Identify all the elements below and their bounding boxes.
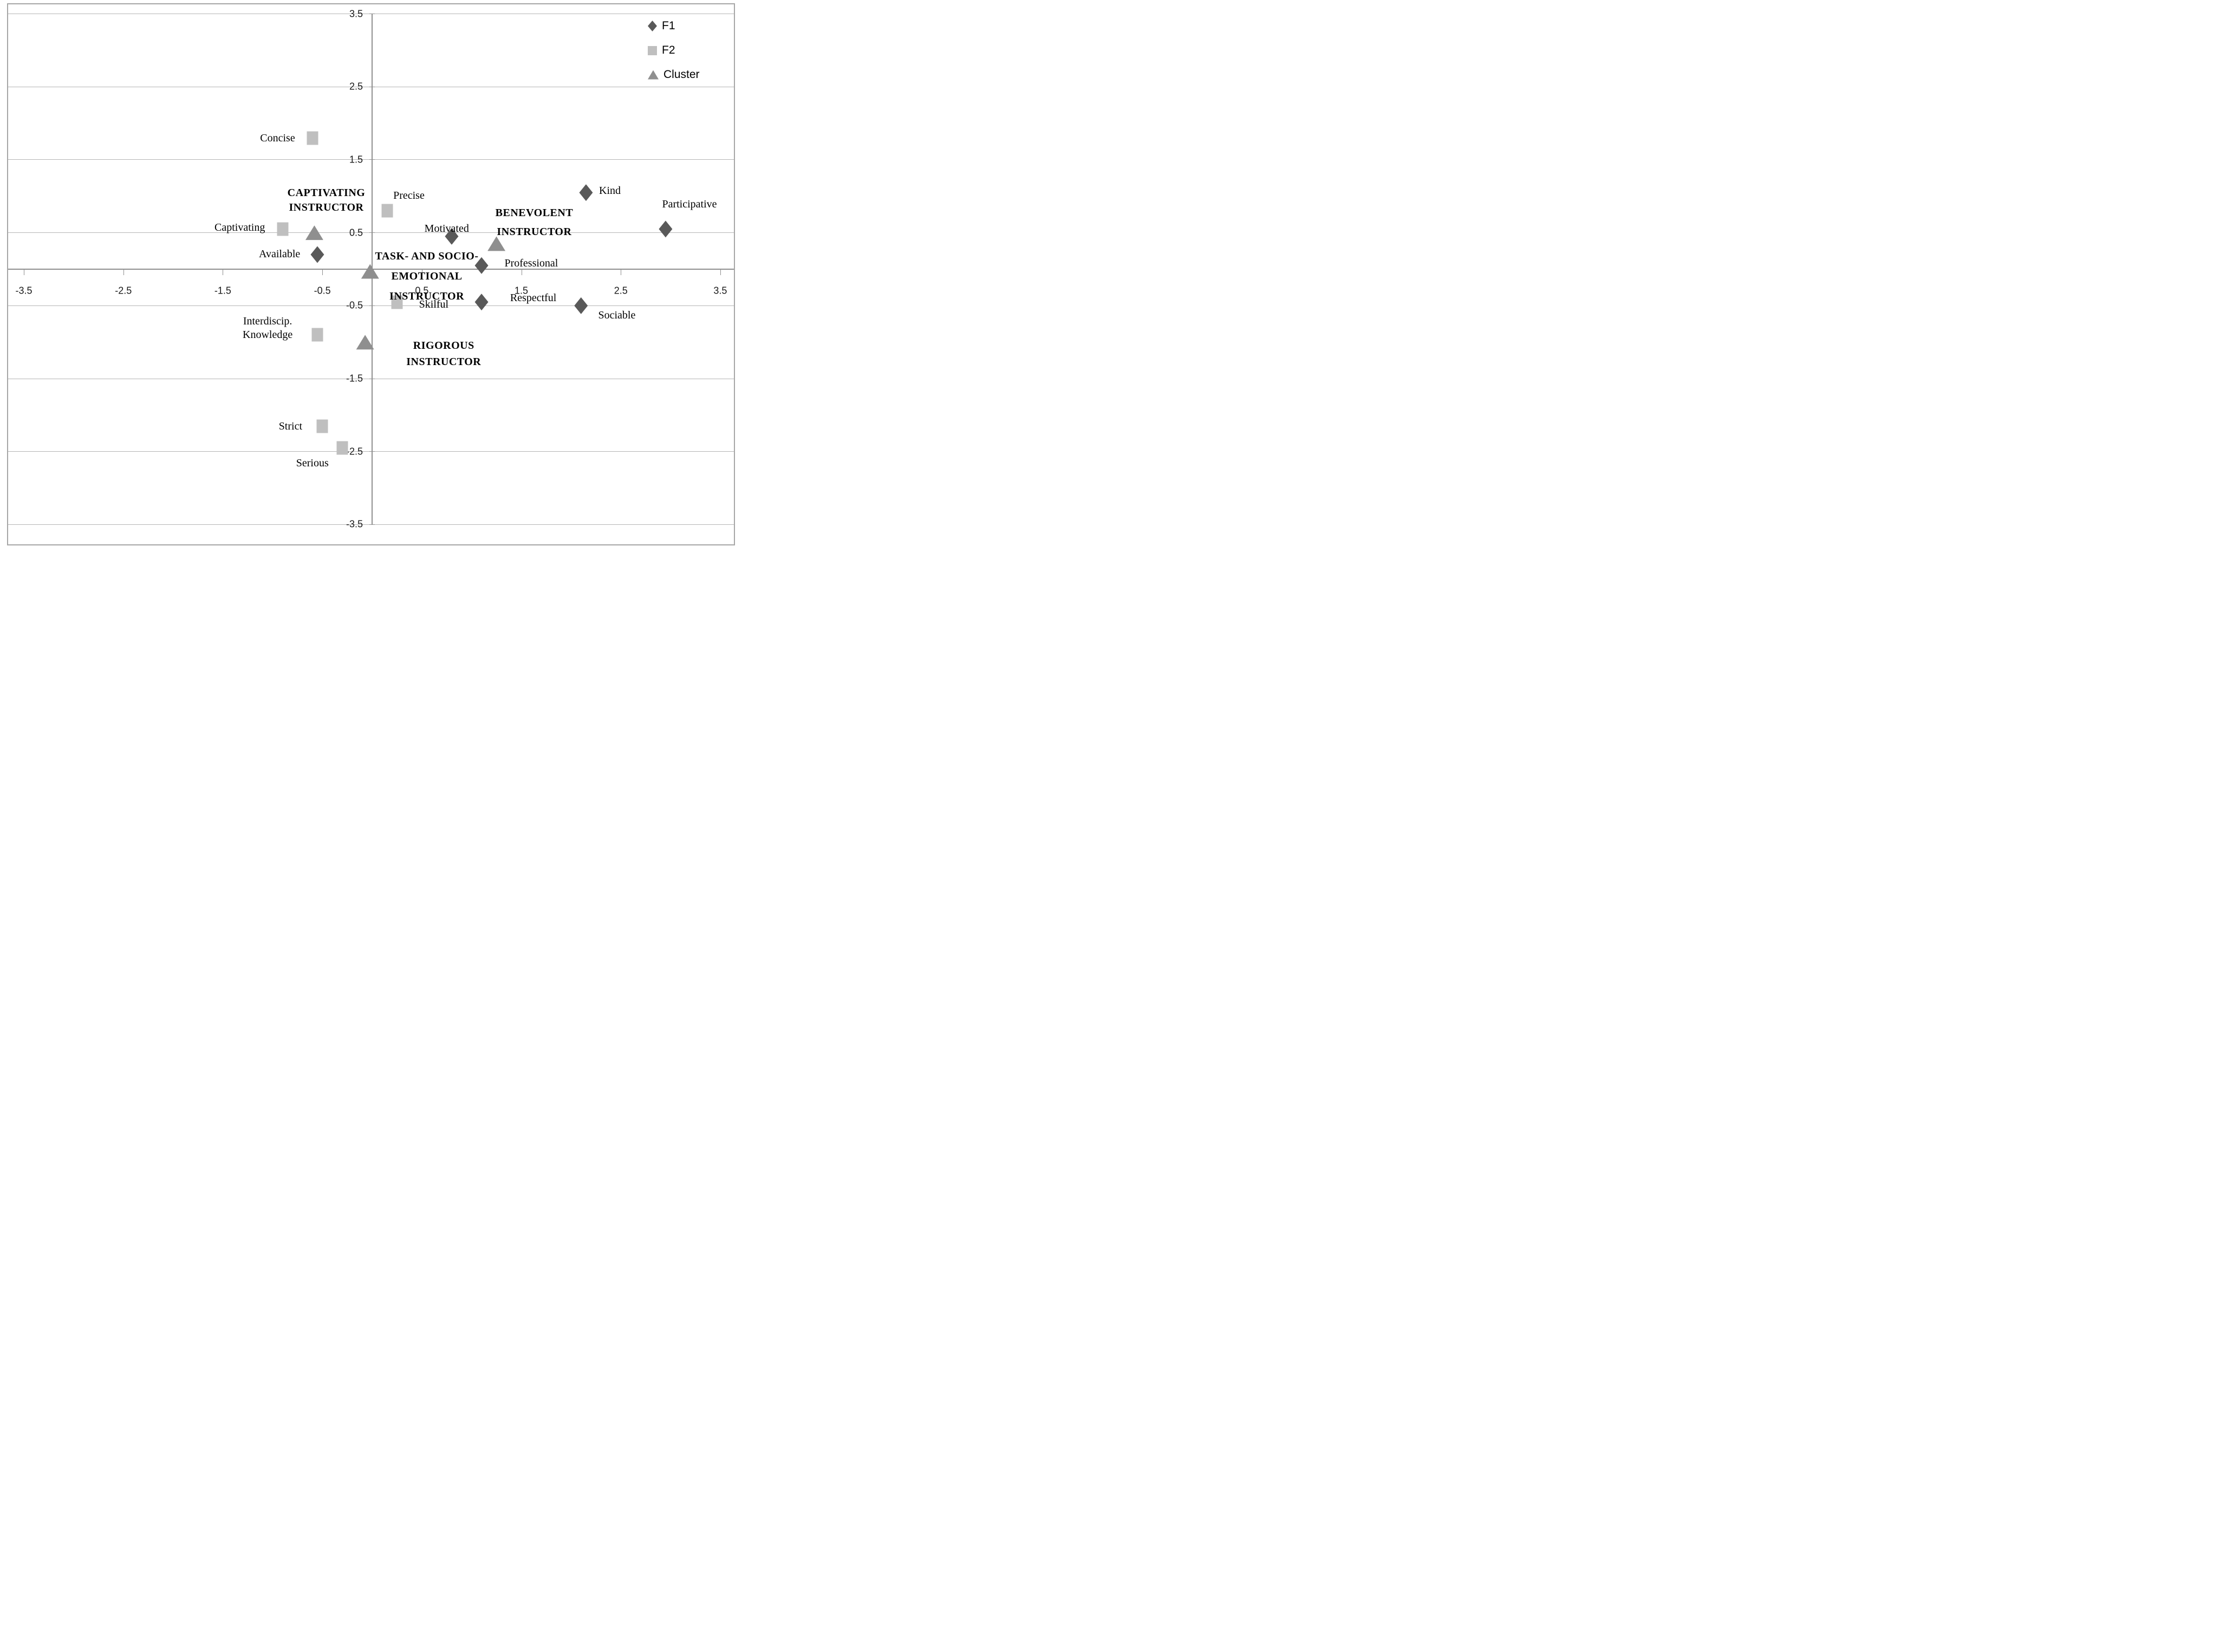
x-tick-label: 3.5 [713,285,727,296]
cluster-annotation: INSTRUCTOR [389,290,465,302]
y-tick-label: 2.5 [349,81,363,92]
point-label: Professional [504,257,558,270]
x-tick-label: -2.5 [115,285,132,296]
legend-label-f1: F1 [662,19,675,32]
f2-point-marker [336,441,348,455]
f2-point-marker [391,295,403,309]
point-label: Kind [599,184,621,197]
y-tick-label: 1.5 [349,154,363,165]
point-label: Sociable [598,309,636,321]
f2-point-marker [311,328,323,342]
x-axis-tick [720,269,721,275]
y-tick-label: 0.5 [349,227,363,238]
point-label: Concise [260,132,295,144]
x-tick-label: -3.5 [15,285,32,296]
legend-label-cluster: Cluster [663,68,700,81]
point-label: Skilful [419,298,449,310]
f1-diamond-icon [648,21,657,31]
cluster-triangle-icon [648,70,659,80]
point-label: Participative [662,198,717,211]
chart-border [7,3,735,545]
cluster-annotation: INSTRUCTOR [497,226,572,238]
point-label: Captivating [214,222,265,234]
x-tick-label: 1.5 [515,285,529,296]
cluster-annotation: RIGOROUS [413,340,474,352]
cluster-annotation: CAPTIVATING [287,186,366,199]
f2-point-marker [277,222,289,236]
f2-point-marker [307,131,318,145]
point-label: Strict [278,420,303,432]
cluster-annotation: INSTRUCTOR [289,201,364,213]
x-tick-label: -0.5 [314,285,331,296]
cluster-annotation: INSTRUCTOR [406,356,481,368]
y-tick-label: -0.5 [346,300,363,311]
legend-label-f2: F2 [662,44,675,56]
point-label: Respectful [510,291,557,304]
x-tick-label: -1.5 [214,285,231,296]
point-label: Knowledge [243,328,293,341]
x-axis-tick [123,269,124,275]
y-tick-label: -3.5 [346,518,363,530]
f2-point-marker [316,419,328,433]
cluster-annotation: BENEVOLENT [495,207,574,219]
f2-point-marker [381,204,393,218]
point-label: Motivated [424,222,469,235]
x-tick-label: 2.5 [614,285,628,296]
point-label: Available [259,248,301,260]
y-tick-label: -2.5 [346,446,363,457]
scatter-chart: 3.5 2.5 1.5 0.5 -0.5 -1.5 -2.5 -3.5 -3.5 -2.5 -1.5… [0,0,740,551]
x-axis-tick [322,269,323,275]
point-label: Precise [393,189,425,201]
cluster-annotation: EMOTIONAL [391,270,463,282]
legend: F1 F2 Cluster [648,19,700,81]
point-label: Interdiscip. [243,315,292,327]
y-axis-tick [369,524,375,525]
x-tick-label: 0.5 [415,285,429,296]
point-label: Serious [296,457,329,470]
f2-square-icon [648,45,657,55]
y-tick-label: 3.5 [349,8,363,19]
legend-item-f2: F2 [648,44,700,57]
legend-item-cluster: Cluster [648,68,700,81]
cluster-annotation: TASK- AND SOCIO- [375,250,479,262]
legend-item-f1: F1 [648,19,700,32]
y-tick-label: -1.5 [346,373,363,384]
